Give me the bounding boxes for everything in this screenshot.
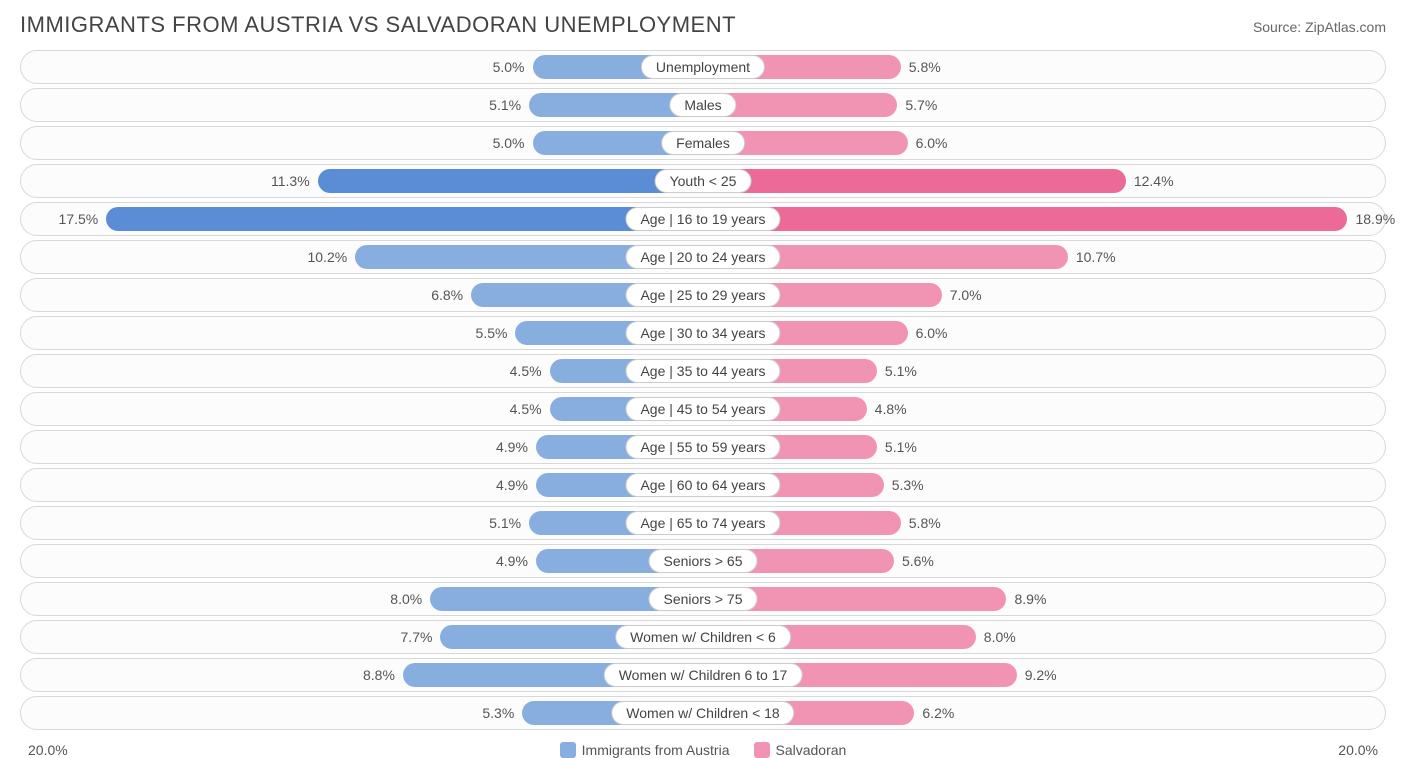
chart-footer: 20.0% Immigrants from Austria Salvadoran…: [0, 734, 1406, 758]
value-label-right: 5.3%: [892, 469, 924, 501]
value-label-right: 8.9%: [1014, 583, 1046, 615]
value-label-right: 6.0%: [916, 317, 948, 349]
legend: Immigrants from Austria Salvadoran: [560, 742, 847, 758]
value-label-left: 5.5%: [476, 317, 508, 349]
category-label: Age | 30 to 34 years: [625, 321, 780, 345]
chart-row: 4.9% 5.1% Age | 55 to 59 years: [20, 430, 1386, 464]
value-label-left: 6.8%: [431, 279, 463, 311]
value-label-right: 10.7%: [1076, 241, 1116, 273]
value-label-left: 17.5%: [59, 203, 99, 235]
value-label-left: 4.5%: [510, 355, 542, 387]
bar-right: [703, 169, 1126, 193]
chart-header: IMMIGRANTS FROM AUSTRIA VS SALVADORAN UN…: [0, 0, 1406, 46]
category-label: Age | 25 to 29 years: [625, 283, 780, 307]
category-label: Males: [669, 93, 736, 117]
value-label-left: 8.8%: [363, 659, 395, 691]
category-label: Women w/ Children < 6: [615, 625, 791, 649]
category-label: Age | 45 to 54 years: [625, 397, 780, 421]
value-label-right: 18.9%: [1355, 203, 1395, 235]
legend-label-right: Salvadoran: [776, 742, 847, 758]
category-label: Age | 65 to 74 years: [625, 511, 780, 535]
value-label-right: 6.0%: [916, 127, 948, 159]
value-label-left: 4.5%: [510, 393, 542, 425]
category-label: Age | 55 to 59 years: [625, 435, 780, 459]
axis-max-left: 20.0%: [28, 742, 68, 758]
value-label-right: 12.4%: [1134, 165, 1174, 197]
chart-row: 5.0% 5.8% Unemployment: [20, 50, 1386, 84]
value-label-left: 10.2%: [307, 241, 347, 273]
chart-row: 5.3% 6.2% Women w/ Children < 18: [20, 696, 1386, 730]
value-label-left: 4.9%: [496, 431, 528, 463]
value-label-right: 6.2%: [922, 697, 954, 729]
bar-right: [703, 207, 1347, 231]
value-label-right: 7.0%: [950, 279, 982, 311]
chart-row: 4.9% 5.3% Age | 60 to 64 years: [20, 468, 1386, 502]
chart-row: 4.5% 4.8% Age | 45 to 54 years: [20, 392, 1386, 426]
category-label: Age | 16 to 19 years: [625, 207, 780, 231]
value-label-left: 5.0%: [493, 127, 525, 159]
category-label: Unemployment: [641, 55, 765, 79]
chart-area: 5.0% 5.8% Unemployment 5.1% 5.7% Males 5.0% 6.0…: [0, 46, 1406, 730]
category-label: Age | 60 to 64 years: [625, 473, 780, 497]
chart-row: 4.9% 5.6% Seniors > 65: [20, 544, 1386, 578]
chart-row: 5.1% 5.7% Males: [20, 88, 1386, 122]
chart-row: 10.2% 10.7% Age | 20 to 24 years: [20, 240, 1386, 274]
category-label: Seniors > 75: [649, 587, 758, 611]
legend-swatch-left: [560, 742, 576, 758]
value-label-right: 9.2%: [1025, 659, 1057, 691]
value-label-left: 4.9%: [496, 469, 528, 501]
chart-row: 8.8% 9.2% Women w/ Children 6 to 17: [20, 658, 1386, 692]
value-label-left: 5.3%: [482, 697, 514, 729]
value-label-right: 4.8%: [875, 393, 907, 425]
bar-left: [106, 207, 703, 231]
value-label-right: 5.1%: [885, 355, 917, 387]
chart-row: 5.5% 6.0% Age | 30 to 34 years: [20, 316, 1386, 350]
chart-row: 5.1% 5.8% Age | 65 to 74 years: [20, 506, 1386, 540]
category-label: Age | 20 to 24 years: [625, 245, 780, 269]
category-label: Females: [661, 131, 745, 155]
category-label: Women w/ Children < 18: [611, 701, 794, 725]
legend-item-right: Salvadoran: [754, 742, 847, 758]
legend-label-left: Immigrants from Austria: [582, 742, 730, 758]
legend-swatch-right: [754, 742, 770, 758]
value-label-left: 8.0%: [390, 583, 422, 615]
value-label-left: 11.3%: [271, 165, 310, 197]
category-label: Seniors > 65: [649, 549, 758, 573]
value-label-left: 5.1%: [489, 89, 521, 121]
chart-row: 8.0% 8.9% Seniors > 75: [20, 582, 1386, 616]
chart-row: 5.0% 6.0% Females: [20, 126, 1386, 160]
chart-row: 11.3% 12.4% Youth < 25: [20, 164, 1386, 198]
value-label-left: 7.7%: [401, 621, 433, 653]
chart-row: 7.7% 8.0% Women w/ Children < 6: [20, 620, 1386, 654]
value-label-right: 5.8%: [909, 507, 941, 539]
chart-row: 17.5%18.9%Age | 16 to 19 years: [20, 202, 1386, 236]
chart-title: IMMIGRANTS FROM AUSTRIA VS SALVADORAN UN…: [20, 12, 736, 38]
chart-row: 6.8% 7.0% Age | 25 to 29 years: [20, 278, 1386, 312]
chart-source: Source: ZipAtlas.com: [1253, 19, 1386, 35]
value-label-right: 5.7%: [905, 89, 937, 121]
value-label-right: 5.8%: [909, 51, 941, 83]
value-label-right: 5.6%: [902, 545, 934, 577]
bar-left: [318, 169, 703, 193]
value-label-right: 8.0%: [984, 621, 1016, 653]
legend-item-left: Immigrants from Austria: [560, 742, 730, 758]
value-label-right: 5.1%: [885, 431, 917, 463]
chart-row: 4.5% 5.1% Age | 35 to 44 years: [20, 354, 1386, 388]
value-label-left: 5.0%: [493, 51, 525, 83]
category-label: Women w/ Children 6 to 17: [604, 663, 803, 687]
axis-max-right: 20.0%: [1338, 742, 1378, 758]
value-label-left: 4.9%: [496, 545, 528, 577]
category-label: Age | 35 to 44 years: [625, 359, 780, 383]
value-label-left: 5.1%: [489, 507, 521, 539]
category-label: Youth < 25: [655, 169, 752, 193]
